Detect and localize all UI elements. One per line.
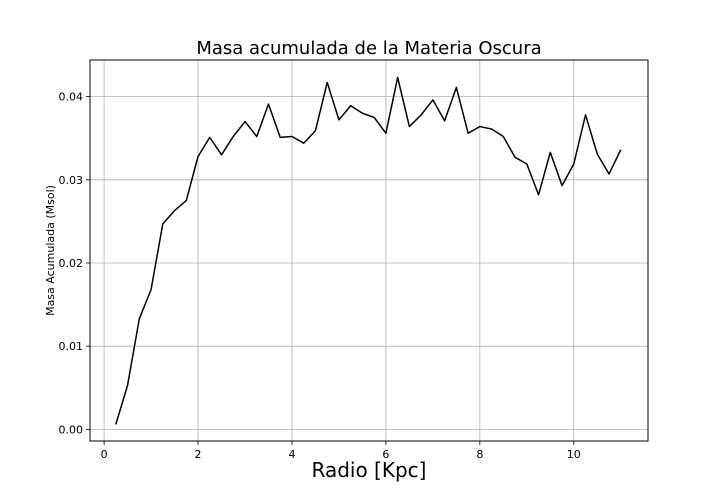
y-tick-label: 0.00: [59, 423, 84, 436]
y-tick-label: 0.01: [59, 340, 84, 353]
x-tick-label: 4: [288, 448, 295, 461]
y-tick-label: 0.03: [59, 174, 84, 187]
chart-title: Masa acumulada de la Materia Oscura: [196, 38, 541, 59]
x-tick-label: 0: [101, 448, 108, 461]
axis-ticks: 0 2 4 6 8 10 0.00 0.01 0.02 0.03 0.04: [59, 91, 581, 461]
x-tick-label: 6: [382, 448, 389, 461]
y-axis-label: Masa Acumulada (Msol): [44, 185, 57, 316]
series-line: [115, 76, 622, 425]
grid-lines: [90, 60, 648, 441]
y-tick-label: 0.02: [59, 257, 84, 270]
x-tick-label: 8: [476, 448, 483, 461]
x-tick-label: 2: [195, 448, 202, 461]
data-series: [115, 76, 622, 425]
y-tick-label: 0.04: [59, 91, 84, 104]
x-axis-label: Radio [Kpc]: [312, 458, 427, 482]
x-tick-label: 10: [567, 448, 581, 461]
plot-area: [90, 60, 648, 441]
plot-frame: [89, 59, 649, 442]
